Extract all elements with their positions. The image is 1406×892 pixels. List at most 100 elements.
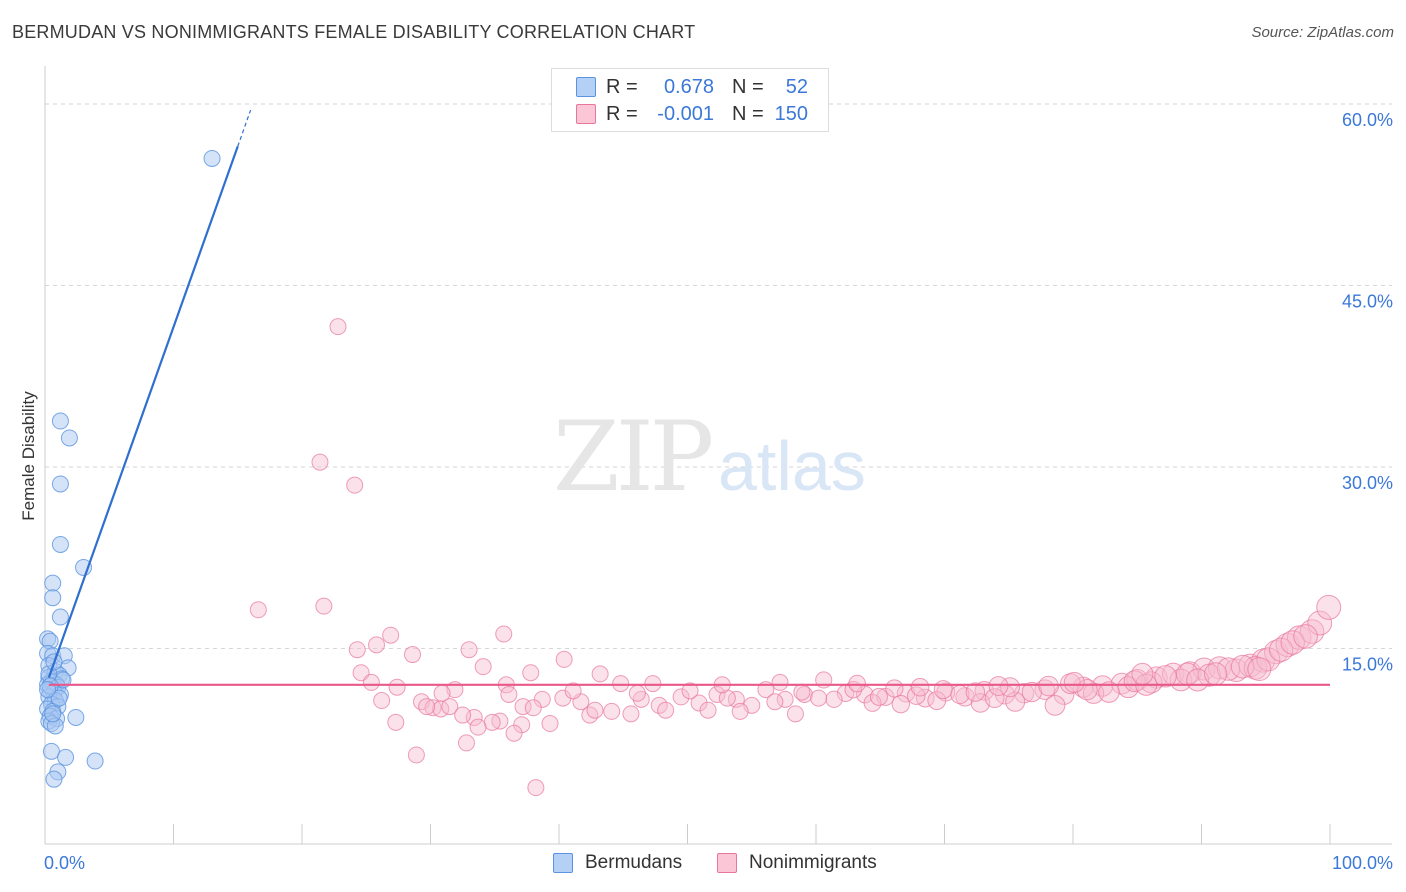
nonimmigrants-point bbox=[955, 687, 975, 707]
nonimmigrants-point bbox=[433, 684, 451, 702]
nonimmigrants-point bbox=[474, 658, 492, 676]
nonimmigrants-point bbox=[681, 682, 699, 700]
nonimmigrants-point bbox=[766, 693, 784, 711]
nonimmigrants-point bbox=[1293, 624, 1318, 649]
nonimmigrants-point bbox=[910, 677, 930, 697]
nonimmigrants-point bbox=[988, 676, 1009, 696]
nonimmigrants-point bbox=[373, 692, 391, 710]
y-tick-label: 60.0% bbox=[1342, 110, 1393, 130]
bottom-legend-swatch-nonimmigrants bbox=[717, 853, 737, 873]
legend-swatch-nonimmigrants bbox=[576, 104, 596, 124]
nonimmigrants-point bbox=[1098, 681, 1120, 703]
bermudans-point bbox=[57, 748, 75, 766]
nonimmigrants-point bbox=[1247, 657, 1272, 682]
nonimmigrants-point bbox=[628, 684, 646, 702]
tick-labels: 15.0% 30.0% 45.0% 60.0% 0.0% 100.0% bbox=[44, 110, 1393, 873]
nonimmigrants-point bbox=[387, 713, 405, 731]
nonimmigrants-point bbox=[1316, 594, 1342, 620]
nonimmigrants-point bbox=[404, 646, 422, 664]
nonimmigrants-point bbox=[1286, 625, 1312, 650]
nonimmigrants-point bbox=[524, 699, 542, 717]
y-tick-label: 45.0% bbox=[1342, 292, 1393, 312]
nonimmigrants-point bbox=[657, 701, 675, 719]
bermudans-point bbox=[44, 589, 62, 607]
nonimmigrants-point bbox=[505, 724, 523, 742]
bermudans-point bbox=[44, 705, 62, 723]
nonimmigrants-point bbox=[672, 688, 690, 706]
nonimmigrants-point bbox=[368, 636, 386, 654]
bermudans-point bbox=[51, 608, 69, 626]
series-bermudans bbox=[39, 149, 221, 788]
nonimmigrants-point bbox=[915, 688, 935, 708]
nonimmigrants-point bbox=[1063, 671, 1085, 693]
nonimmigrants-point bbox=[810, 689, 828, 707]
y-tick-label: 15.0% bbox=[1342, 655, 1393, 675]
bermudans-point bbox=[60, 429, 78, 447]
nonimmigrants-point bbox=[1131, 662, 1154, 685]
nonimmigrants-point bbox=[533, 690, 551, 708]
nonimmigrants-point bbox=[1082, 682, 1105, 704]
nonimmigrants-point bbox=[731, 702, 749, 720]
bermudans-point bbox=[45, 770, 63, 788]
nonimmigrants-point bbox=[457, 734, 475, 752]
legend-r-value: 0.678 bbox=[663, 75, 714, 98]
legend-n-value: 150 bbox=[774, 102, 808, 125]
nonimmigrants-point bbox=[362, 673, 380, 691]
nonimmigrants-point bbox=[885, 679, 904, 698]
legend-r-label: R = bbox=[606, 75, 638, 98]
bermudans-trendline bbox=[47, 146, 239, 678]
legend-row-nonimmigrants: R = -0.001 N = 150 bbox=[576, 101, 808, 127]
nonimmigrants-point bbox=[581, 706, 599, 724]
nonimmigrants-point bbox=[699, 701, 717, 719]
nonimmigrants-point bbox=[418, 698, 436, 716]
nonimmigrants-point bbox=[1256, 647, 1281, 672]
bermudans-point bbox=[203, 149, 221, 167]
nonimmigrants-point bbox=[460, 641, 478, 659]
bottom-legend-swatch-bermudans bbox=[553, 853, 573, 873]
bottom-legend-nonimmigrants: Nonimmigrants bbox=[717, 852, 877, 874]
axes bbox=[44, 66, 1392, 845]
nonimmigrants-point bbox=[776, 690, 794, 708]
nonimmigrants-point bbox=[708, 685, 726, 703]
bermudans-point bbox=[50, 689, 68, 707]
bottom-legend-label-nonimmigrants: Nonimmigrants bbox=[749, 852, 877, 873]
nonimmigrants-point bbox=[622, 705, 640, 723]
nonimmigrants-point bbox=[793, 683, 811, 701]
chart-title: BERMUDAN VS NONIMMIGRANTS FEMALE DISABIL… bbox=[12, 22, 696, 42]
nonimmigrants-point bbox=[965, 682, 986, 702]
nonimmigrants-point bbox=[1038, 675, 1059, 697]
nonimmigrants-point bbox=[249, 601, 267, 619]
series-nonimmigrants bbox=[249, 318, 1342, 797]
nonimmigrants-point bbox=[541, 715, 559, 733]
nonimmigrants-point bbox=[1280, 630, 1305, 655]
nonimmigrants-point bbox=[555, 650, 573, 668]
nonimmigrants-point bbox=[603, 702, 621, 720]
bermudans-point bbox=[51, 412, 69, 430]
nonimmigrants-point bbox=[522, 664, 540, 682]
nonimmigrants-point bbox=[586, 701, 604, 719]
nonimmigrants-point bbox=[927, 691, 947, 710]
chart-source: Source: ZipAtlas.com bbox=[1251, 24, 1394, 41]
x-tick-label: 0.0% bbox=[44, 853, 85, 873]
nonimmigrants-point bbox=[454, 706, 472, 724]
nonimmigrants-point bbox=[984, 688, 1005, 709]
bermudans-trendline-extension bbox=[237, 109, 252, 147]
bermudans-point bbox=[42, 742, 60, 760]
y-tick-label: 30.0% bbox=[1342, 473, 1393, 493]
nonimmigrants-point bbox=[495, 625, 513, 643]
nonimmigrants-point bbox=[1204, 662, 1228, 686]
legend-n-label: N = bbox=[732, 102, 764, 125]
nonimmigrants-point bbox=[1269, 637, 1294, 662]
nonimmigrants-point bbox=[795, 685, 813, 703]
legend-r-label: R = bbox=[606, 102, 638, 125]
watermark: ZIP atlas bbox=[553, 401, 866, 513]
nonimmigrants-point bbox=[483, 713, 501, 731]
nonimmigrants-point bbox=[848, 674, 866, 693]
nonimmigrants-point bbox=[527, 779, 545, 797]
nonimmigrants-point bbox=[564, 682, 582, 700]
watermark-zip: ZIP bbox=[553, 401, 712, 513]
bermudans-point bbox=[67, 708, 85, 726]
nonimmigrants-point bbox=[346, 476, 364, 494]
nonimmigrants-point bbox=[869, 687, 888, 706]
nonimmigrants-point bbox=[718, 689, 736, 707]
